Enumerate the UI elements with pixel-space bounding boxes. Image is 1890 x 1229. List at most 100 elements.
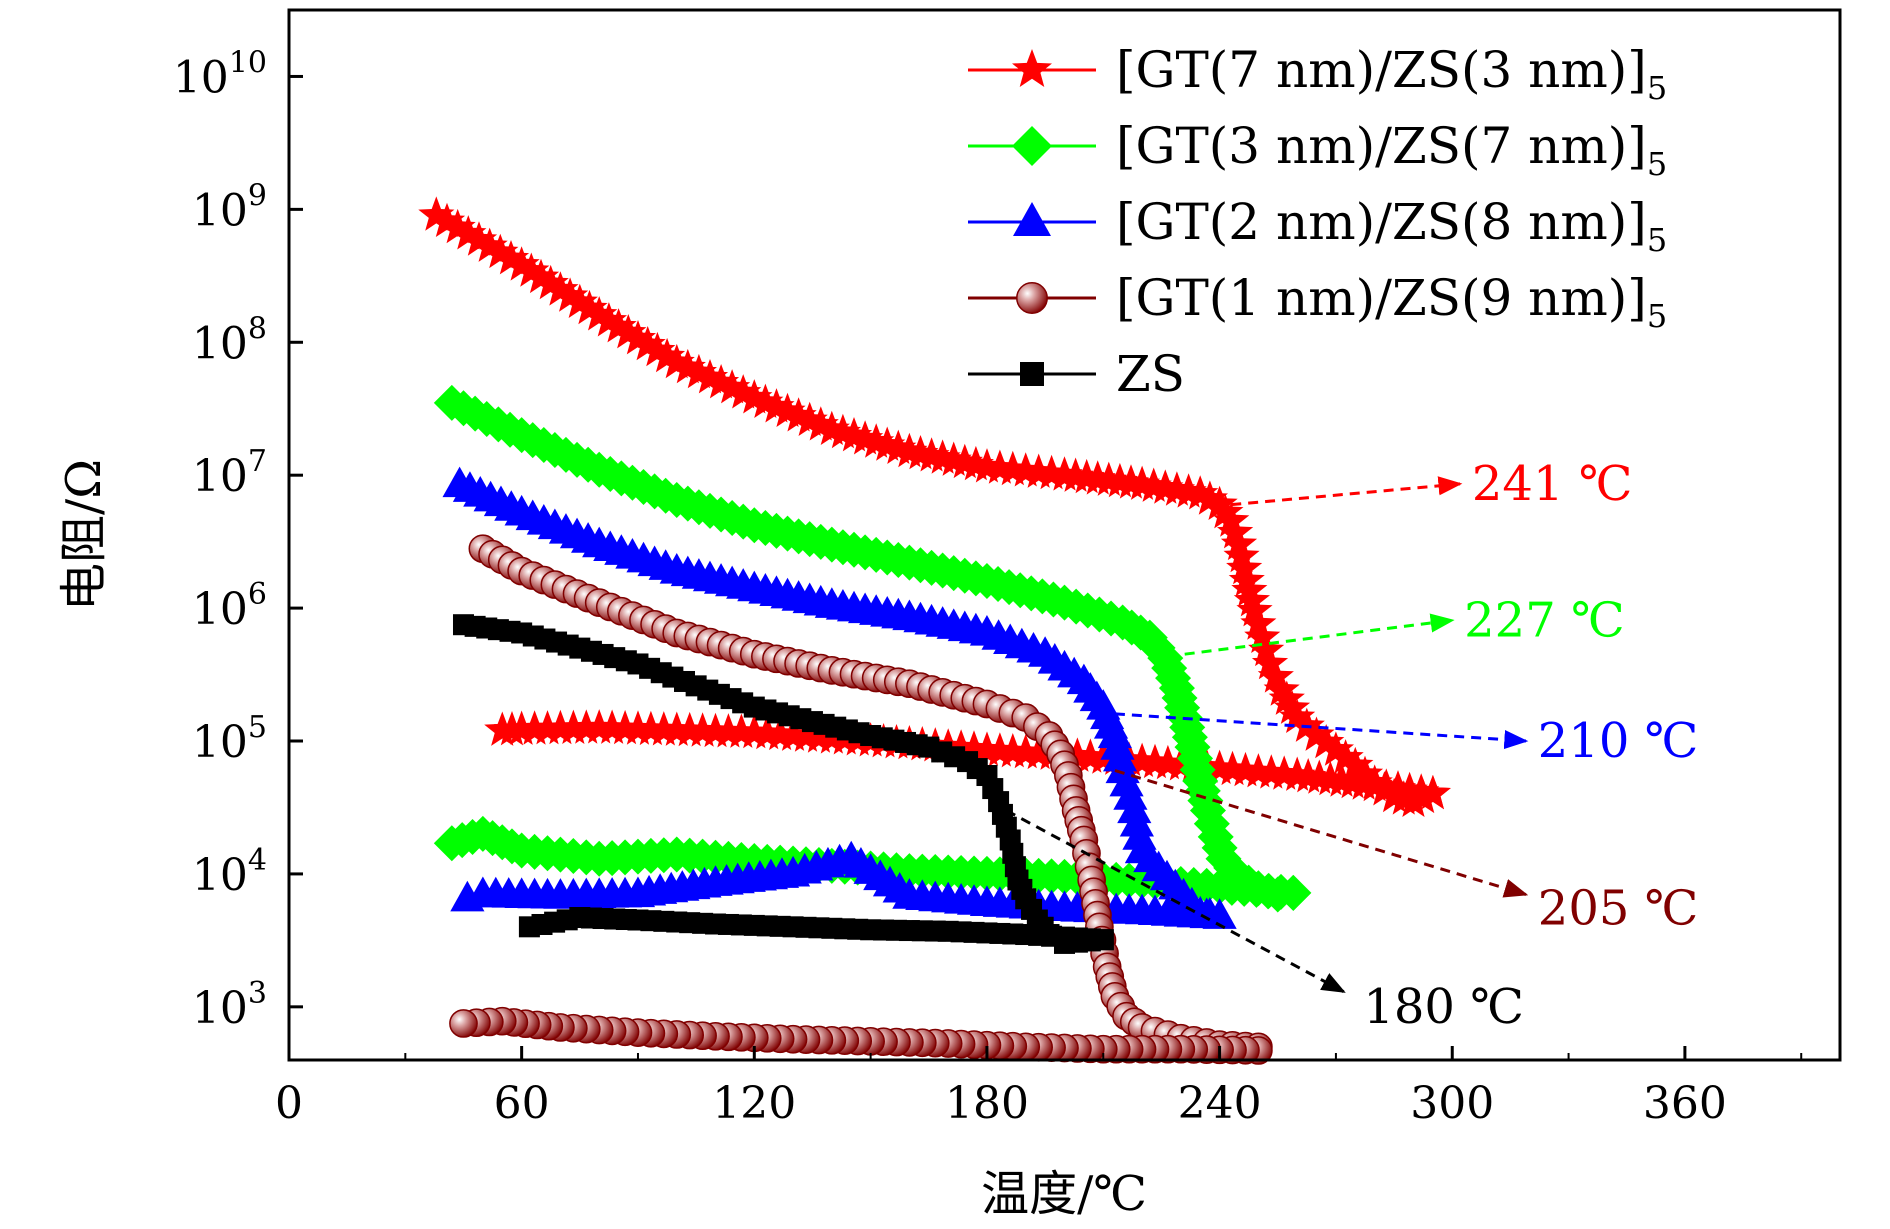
series-4	[449, 534, 1273, 1065]
annotation-arrow-5	[1005, 809, 1346, 994]
x-tick-label: 300	[1410, 1078, 1494, 1129]
data-point	[1253, 754, 1290, 789]
data-point	[769, 392, 806, 427]
data-point	[1119, 805, 1154, 837]
y-tick-label: 103	[192, 976, 267, 1034]
data-point	[1279, 698, 1316, 733]
data-point	[1290, 758, 1327, 793]
data-point	[1327, 739, 1364, 774]
data-point	[669, 348, 706, 384]
data-point	[1117, 792, 1152, 824]
data-point	[600, 308, 637, 343]
data-point	[749, 714, 786, 750]
data-point	[747, 383, 784, 418]
annotation-label-1: 241 ℃	[1472, 456, 1633, 512]
annotation-label-4: 205 ℃	[1538, 880, 1699, 936]
data-point	[645, 711, 682, 746]
y-tick-label: 104	[192, 843, 267, 901]
legend: [GT(7 nm)/ZS(3 nm)]5 [GT(3 nm)/ZS(7 nm)]5…	[968, 41, 1667, 403]
annotation-arrow-4	[1114, 769, 1529, 898]
legend-marker	[1013, 202, 1051, 236]
x-tick-label: 0	[275, 1078, 303, 1129]
data-point	[736, 713, 773, 749]
data-point	[449, 1009, 478, 1038]
data-point	[697, 712, 734, 748]
data-point	[552, 277, 589, 312]
data-point	[607, 709, 644, 745]
data-point	[1268, 680, 1305, 715]
legend-item-1: [GT(7 nm)/ZS(3 nm)]5	[968, 41, 1667, 107]
data-point	[1403, 773, 1440, 808]
annotation-label-5: 180 ℃	[1363, 979, 1524, 1035]
data-point	[571, 289, 608, 325]
data-point	[1273, 689, 1311, 724]
data-point	[518, 916, 540, 938]
data-point	[680, 353, 717, 389]
data-point	[1257, 658, 1294, 693]
data-point	[619, 320, 656, 355]
legend-marker	[1016, 282, 1048, 314]
data-point	[433, 825, 470, 862]
data-point	[800, 718, 837, 753]
data-point	[956, 730, 993, 765]
data-point	[1201, 485, 1238, 520]
data-point	[450, 215, 487, 250]
data-point	[780, 397, 817, 432]
data-point	[1337, 746, 1374, 782]
data-point	[1124, 742, 1161, 777]
y-tick-label: 106	[192, 577, 267, 635]
annotation-label-2: 227 ℃	[1464, 592, 1625, 648]
data-point	[1213, 502, 1250, 537]
data-point	[450, 880, 485, 912]
series-1	[418, 196, 1451, 817]
data-point	[1214, 750, 1251, 786]
data-point	[703, 364, 740, 399]
data-point	[968, 731, 1005, 766]
data-point	[1217, 514, 1254, 549]
data-point	[594, 709, 631, 744]
legend-marker	[1012, 49, 1052, 87]
data-point	[484, 711, 521, 746]
data-point	[1220, 525, 1258, 561]
data-point	[658, 711, 695, 746]
data-point	[1244, 618, 1281, 653]
data-point	[1122, 819, 1157, 850]
data-point	[1182, 475, 1219, 510]
y-tick-label: 1010	[173, 45, 267, 103]
plot-frame	[287, 8, 1842, 1062]
data-point	[1020, 734, 1057, 770]
data-point	[1201, 749, 1238, 784]
data-point	[1227, 751, 1264, 787]
data-point	[460, 221, 498, 256]
x-tick-label: 360	[1643, 1078, 1727, 1129]
data-point	[418, 196, 455, 231]
data-point	[723, 713, 760, 748]
data-point	[1162, 746, 1199, 781]
x-tick-label: 60	[494, 1078, 550, 1129]
annotation-arrow-3	[1114, 712, 1529, 750]
x-tick-label: 180	[945, 1078, 1029, 1129]
annotation-arrow-2	[1184, 613, 1455, 656]
data-point	[581, 296, 618, 331]
data-point	[981, 732, 1018, 767]
data-point	[1136, 743, 1173, 779]
data-point	[671, 711, 708, 747]
data-point	[1248, 631, 1285, 667]
legend-marker	[1012, 126, 1052, 166]
data-point	[1207, 494, 1244, 529]
data-point	[619, 710, 656, 745]
data-point	[684, 712, 721, 747]
x-axis: 0 60 120 180 240 300 360	[275, 1046, 1803, 1129]
data-point	[710, 713, 747, 748]
data-point	[482, 233, 519, 269]
data-point	[691, 359, 729, 394]
legend-item-2: [GT(3 nm)/ZS(7 nm)]5	[968, 117, 1667, 183]
data-point	[758, 388, 795, 423]
series-2	[433, 384, 1312, 913]
data-point	[1226, 549, 1263, 585]
data-point	[532, 264, 569, 300]
legend-label: [GT(3 nm)/ZS(7 nm)]5	[1116, 117, 1667, 183]
data-point	[439, 208, 476, 244]
data-point	[1288, 707, 1325, 742]
